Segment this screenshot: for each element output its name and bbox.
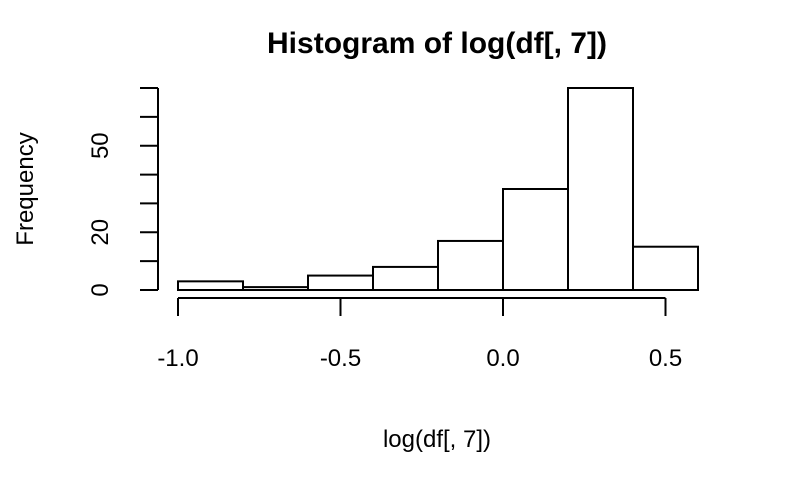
- histogram-bar: [632, 245, 699, 291]
- y-tick-label: 50: [87, 132, 114, 159]
- histogram-bar: [307, 274, 374, 292]
- x-axis-label: log(df[, 7]): [383, 426, 491, 453]
- y-tick-label: 0: [87, 283, 114, 296]
- histogram-bar: [177, 280, 244, 292]
- chart-title: Histogram of log(df[, 7]): [267, 27, 607, 60]
- x-tick-label: -0.5: [320, 345, 361, 372]
- x-tick-label: 0.0: [486, 345, 519, 372]
- x-tick-label: 0.5: [649, 345, 682, 372]
- x-axis: -1.0 -0.5 0.0 0.5: [157, 297, 682, 372]
- y-axis: 0 20 50: [87, 87, 159, 297]
- y-tick-label: 20: [87, 219, 114, 246]
- bars-layer: [177, 87, 699, 292]
- x-tick-label: -1.0: [157, 345, 198, 372]
- histogram-bar: [502, 188, 569, 291]
- histogram-bar: [372, 265, 439, 291]
- y-axis-label: Frequency: [12, 132, 39, 245]
- histogram-bar: [567, 87, 634, 291]
- histogram-bar: [242, 286, 309, 292]
- histogram-bar: [437, 239, 504, 291]
